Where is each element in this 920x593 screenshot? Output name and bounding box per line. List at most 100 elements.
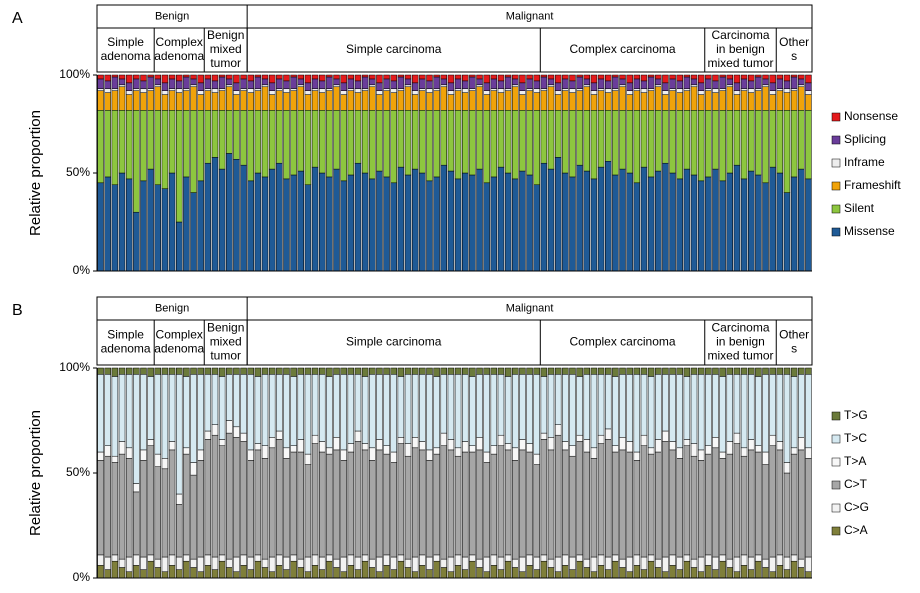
bar-segment [369,567,376,579]
bar-segment [612,174,619,272]
bar-segment [676,458,683,558]
bar-segment [411,571,419,579]
bar-segment [419,449,426,556]
bar-segment [655,558,662,568]
bar-segment [369,78,376,86]
bar-segment [268,168,276,272]
bar-segment [440,558,447,568]
bar-segment [197,571,204,579]
bar-segment [783,367,791,375]
bar-segment [476,567,483,579]
y-tick-label: 0% [73,263,91,277]
bar-segment [597,554,605,566]
bar-segment [268,74,276,84]
bar-segment [311,90,319,111]
bar-segment [297,558,304,568]
bar-segment [161,468,169,558]
bar-segment [426,92,433,111]
bar-segment [197,180,204,272]
bar-segment [776,88,784,91]
bar-segment [104,74,111,82]
bar-segment [233,74,240,84]
bar-segment [683,367,691,377]
bar-segment [662,430,669,442]
bar-segment [690,78,698,86]
bar-segment [411,367,419,375]
bar-segment [404,78,412,86]
bar-segment [562,565,569,579]
bar-segment [569,374,576,446]
subgroup-label: mixed [210,335,242,349]
bar-segment [118,558,126,568]
bar-segment [733,94,741,111]
bar-segment [569,569,576,579]
bar-segment [311,88,319,91]
bar-segment [733,82,741,91]
bar-segment [226,374,233,421]
bar-segment [783,74,791,82]
bar-segment [798,74,805,80]
bar-segment [419,88,426,91]
bar-segment [676,74,683,82]
bar-segment [633,565,641,579]
bar-segment [676,447,683,459]
bar-segment [483,90,490,95]
bar-segment [276,162,283,272]
bar-segment [118,84,126,88]
bar-segment [183,453,190,556]
bar-segment [726,567,733,579]
bar-segment [97,78,104,89]
bar-segment [462,441,469,453]
bar-segment [647,367,655,377]
bar-segment [490,90,498,111]
bar-segment [619,84,626,88]
bar-segment [226,432,233,560]
bar-segment [383,565,390,579]
bar-segment [447,374,455,440]
bar-segment [748,449,755,558]
bar-segment [283,374,290,449]
bar-segment [583,84,590,88]
bar-segment [161,82,169,91]
bar-segment [519,82,526,91]
bar-segment [383,110,390,178]
bar-segment [512,110,519,180]
bar-segment [311,78,319,89]
bar-segment [512,447,519,461]
bar-segment [612,74,619,78]
bar-segment [497,367,505,375]
bar-segment [419,374,426,442]
subgroup-label: mixed tumor [707,56,773,70]
bar-segment [705,74,712,80]
bar-segment [240,554,247,566]
bar-segment [290,174,297,272]
bar-segment [454,554,462,566]
bar-segment [790,110,798,178]
bar-segment [554,571,562,579]
bar-segment [576,164,583,272]
bar-segment [504,76,512,89]
bar-segment [326,110,333,178]
bar-segment [440,374,447,434]
bar-segment [226,567,233,579]
bar-segment [111,462,119,556]
bar-segment [655,84,662,88]
bar-segment [304,464,312,558]
bar-segment [569,176,576,272]
bar-segment [783,192,791,272]
bar-segment [662,74,669,84]
bar-segment [533,74,540,82]
bar-segment [576,554,583,562]
bar-segment [118,374,126,442]
bar-segment [440,164,447,272]
bar-segment [740,455,748,556]
bar-segment [247,569,254,579]
bar-segment [354,162,362,272]
bar-segment [597,110,605,168]
panel-label: B [12,302,23,319]
bar-segment [612,76,619,89]
bar-segment [447,449,455,558]
bar-segment [605,374,612,430]
bar-segment [669,90,676,111]
bar-segment [290,445,297,453]
